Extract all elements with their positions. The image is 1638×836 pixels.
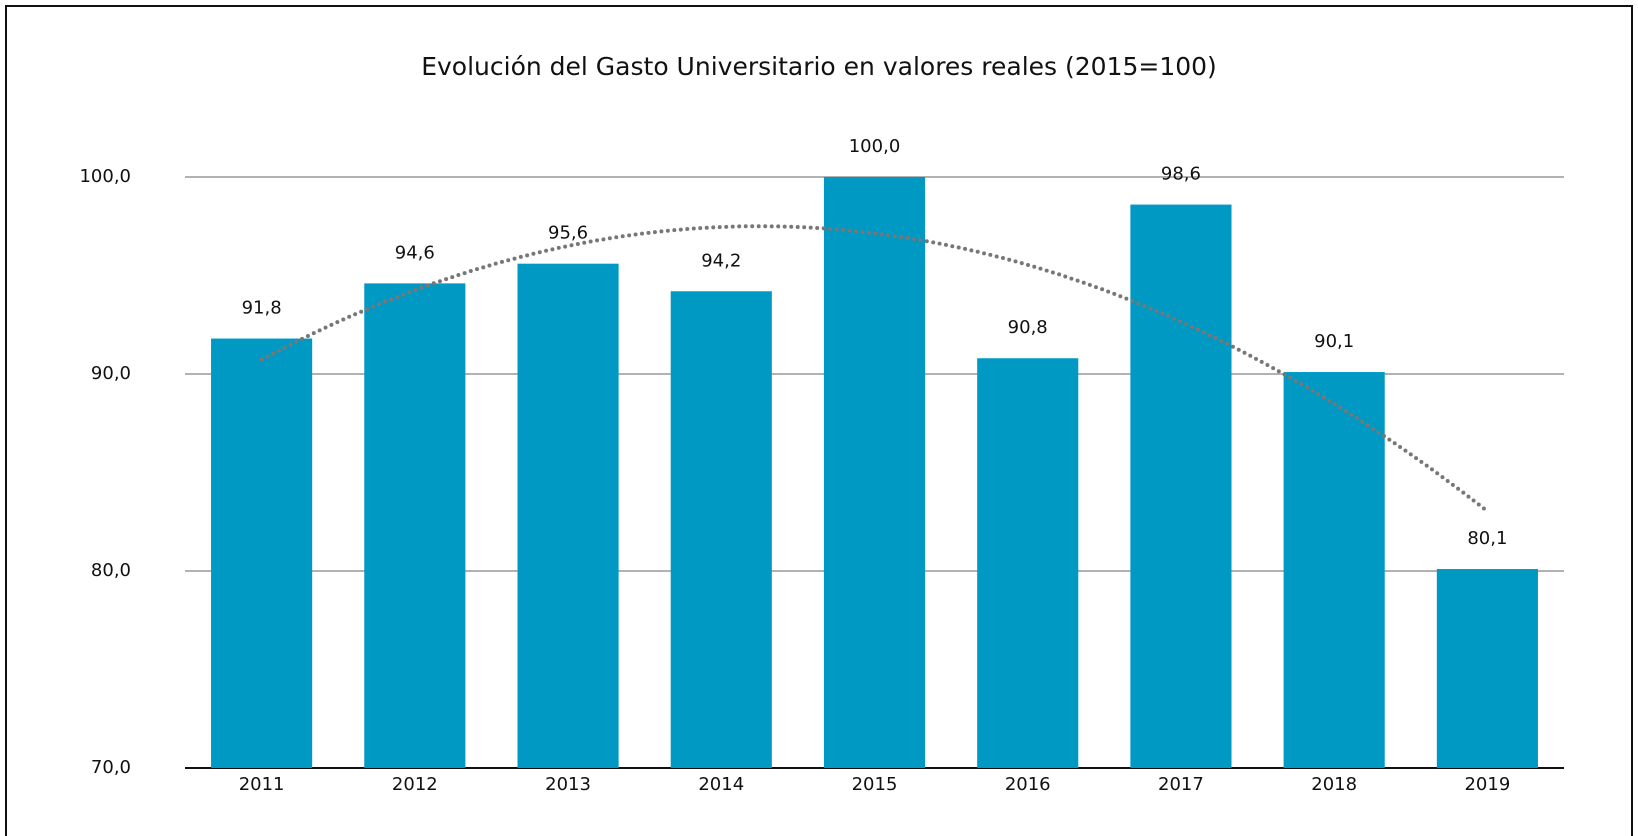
data-label: 91,8 bbox=[242, 298, 282, 319]
bar bbox=[211, 338, 313, 768]
x-tick-label: 2017 bbox=[1158, 774, 1204, 795]
x-tick-label: 2013 bbox=[545, 774, 591, 795]
x-tick-label: 2014 bbox=[698, 774, 744, 795]
bar bbox=[977, 358, 1079, 768]
x-tick-label: 2016 bbox=[1005, 774, 1051, 795]
frame bbox=[5, 5, 1633, 836]
bar bbox=[1283, 372, 1385, 768]
data-label: 90,8 bbox=[1008, 317, 1048, 338]
data-label: 94,2 bbox=[701, 250, 741, 271]
bar bbox=[670, 291, 772, 768]
bar bbox=[364, 283, 466, 768]
x-tick-label: 2015 bbox=[852, 774, 898, 795]
data-label: 98,6 bbox=[1161, 164, 1201, 185]
bar bbox=[1130, 204, 1232, 768]
trend-line bbox=[259, 224, 1490, 514]
data-label: 90,1 bbox=[1314, 331, 1354, 352]
x-tick-label: 2019 bbox=[1464, 774, 1510, 795]
y-tick-label: 70,0 bbox=[91, 757, 131, 778]
bar bbox=[1436, 569, 1538, 768]
data-label: 95,6 bbox=[548, 223, 588, 244]
y-tick-label: 90,0 bbox=[91, 363, 131, 384]
y-tick-label: 80,0 bbox=[91, 560, 131, 581]
data-label: 80,1 bbox=[1467, 528, 1507, 549]
x-tick-label: 2011 bbox=[239, 774, 285, 795]
data-label: 100,0 bbox=[849, 136, 901, 157]
bar bbox=[823, 177, 926, 768]
chart-title: Evolución del Gasto Universitario en val… bbox=[421, 52, 1217, 81]
x-tick-label: 2018 bbox=[1311, 774, 1357, 795]
data-label: 94,6 bbox=[395, 242, 435, 263]
bar bbox=[517, 263, 619, 768]
y-tick-label: 100,0 bbox=[79, 166, 131, 187]
x-tick-label: 2012 bbox=[392, 774, 438, 795]
